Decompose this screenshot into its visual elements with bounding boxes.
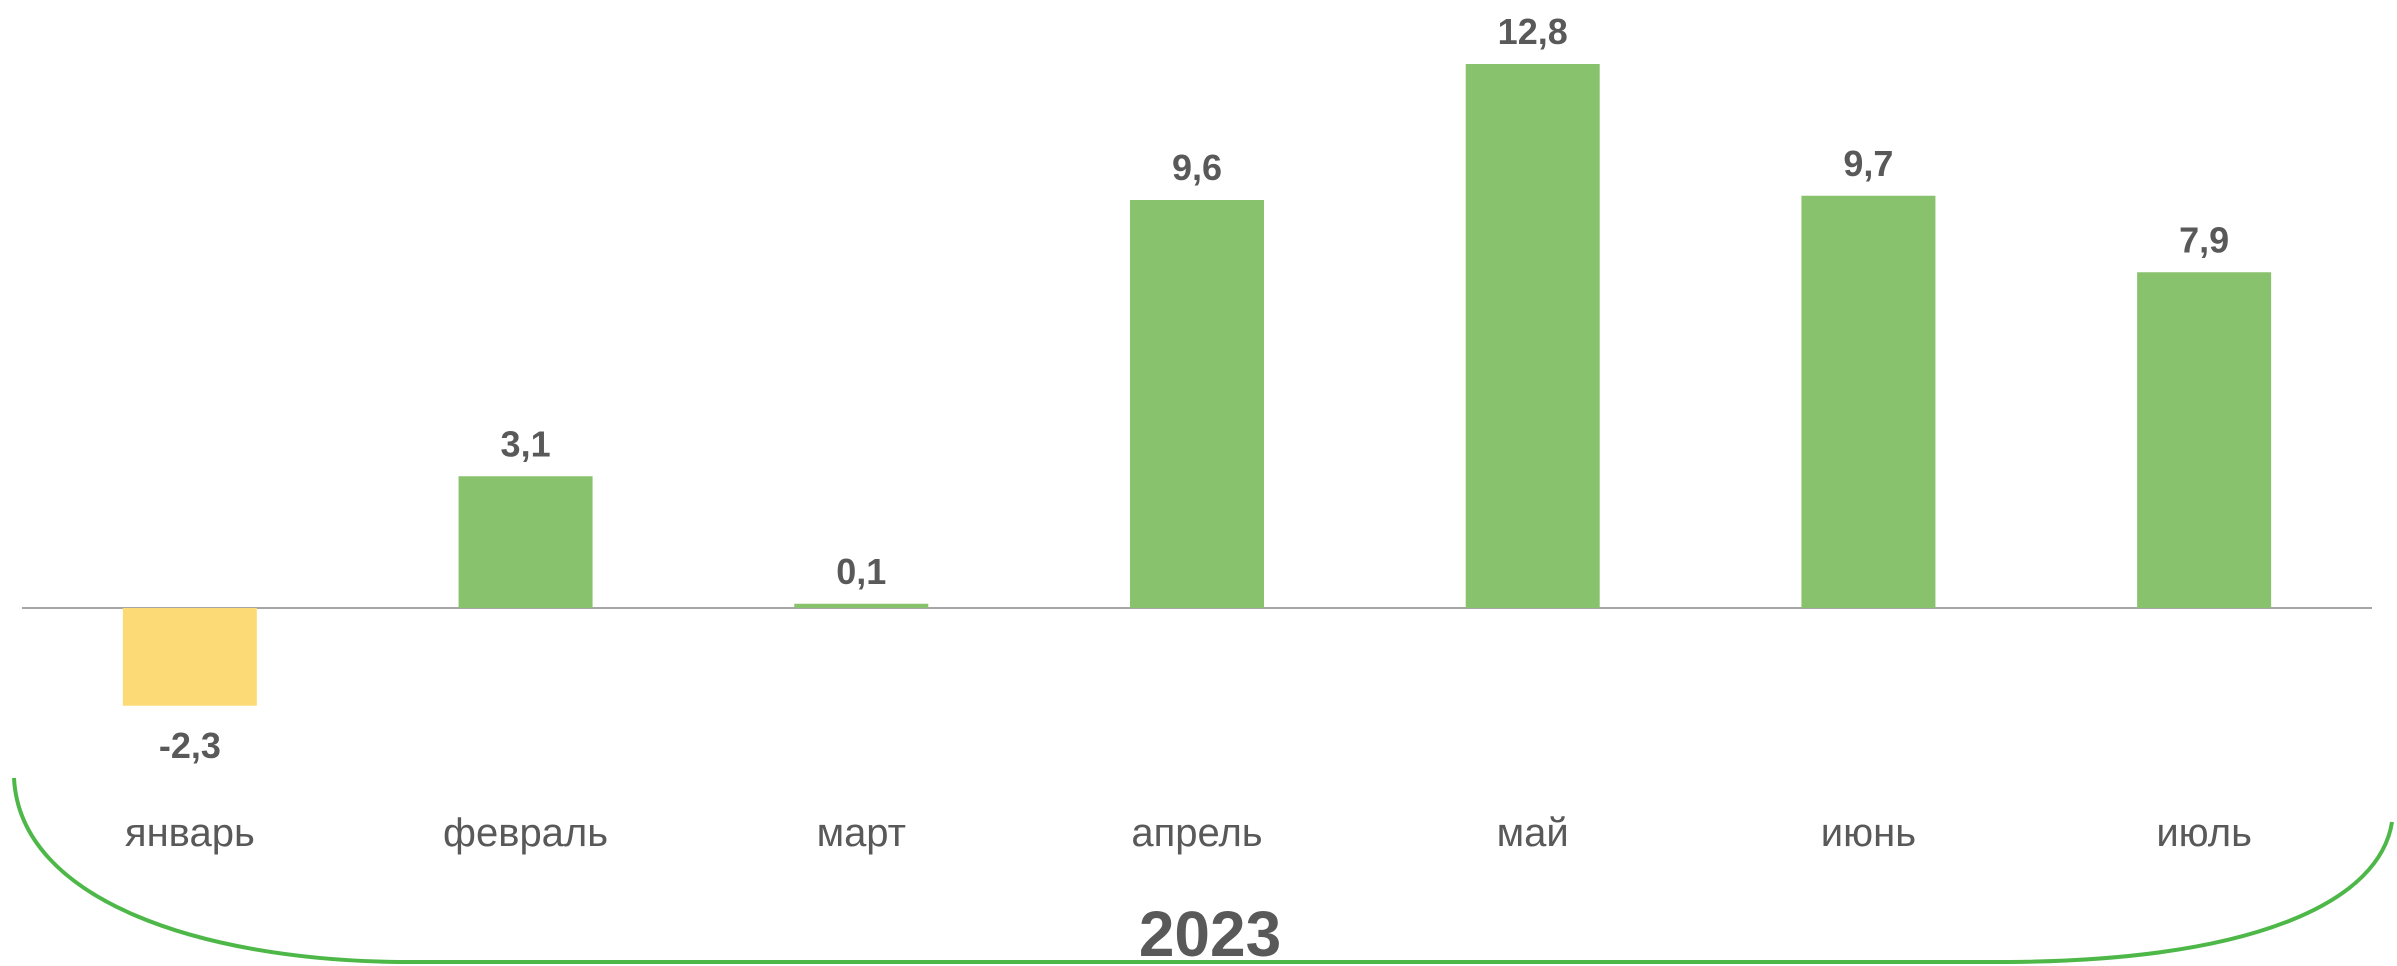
category-label-1: февраль bbox=[443, 811, 608, 855]
year-label: 2023 bbox=[1139, 898, 1281, 966]
category-label-6: июль bbox=[2156, 811, 2252, 855]
value-label-5: 9,7 bbox=[1843, 143, 1893, 184]
bar-5 bbox=[1801, 195, 1936, 608]
value-label-6: 7,9 bbox=[2179, 219, 2229, 260]
category-label-5: июнь bbox=[1821, 811, 1916, 855]
value-label-1: 3,1 bbox=[501, 423, 551, 464]
category-label-2: март bbox=[817, 811, 906, 855]
value-label-4: 12,8 bbox=[1498, 11, 1568, 52]
value-label-2: 0,1 bbox=[836, 551, 886, 592]
value-label-3: 9,6 bbox=[1172, 147, 1222, 188]
year-bracket bbox=[12, 777, 2394, 964]
bar-3 bbox=[1130, 200, 1264, 608]
category-label-4: май bbox=[1497, 811, 1569, 855]
category-label-0: январь bbox=[125, 811, 255, 855]
bar-2 bbox=[794, 603, 929, 608]
bar-0 bbox=[122, 608, 257, 706]
bar-1 bbox=[458, 476, 593, 608]
bar-6 bbox=[2137, 272, 2272, 608]
value-label-0: -2,3 bbox=[159, 725, 221, 766]
category-label-3: апрель bbox=[1131, 811, 1262, 855]
bar-4 bbox=[1465, 64, 1600, 608]
